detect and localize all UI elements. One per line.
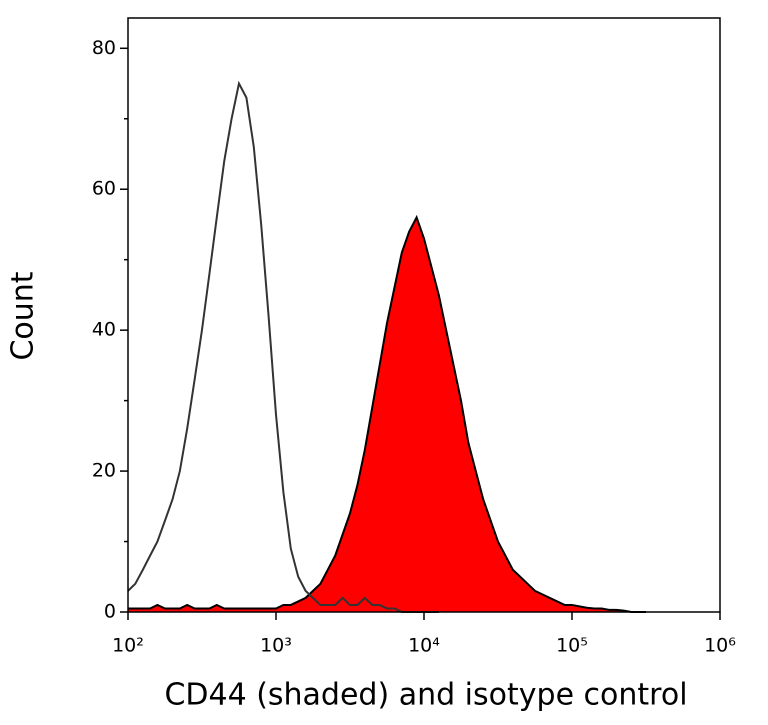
x-tick-label: 10⁶ xyxy=(704,635,736,657)
y-tick-label: 40 xyxy=(92,319,116,341)
shaded-histogram xyxy=(128,217,646,612)
x-axis-label: CD44 (shaded) and isotype control xyxy=(164,678,687,713)
x-tick-label: 10⁵ xyxy=(556,635,588,657)
x-tick-label: 10⁴ xyxy=(408,635,440,657)
x-tick-label: 10³ xyxy=(260,635,292,657)
x-tick-label: 10² xyxy=(112,635,144,657)
y-axis-label: Count xyxy=(6,271,41,360)
y-tick-label: 0 xyxy=(104,601,116,623)
y-tick-label: 60 xyxy=(92,178,116,200)
y-tick-label: 20 xyxy=(92,460,116,482)
outline-histogram xyxy=(127,80,439,613)
y-tick-label: 80 xyxy=(92,37,116,59)
shaded-histogram-edge xyxy=(128,214,646,613)
